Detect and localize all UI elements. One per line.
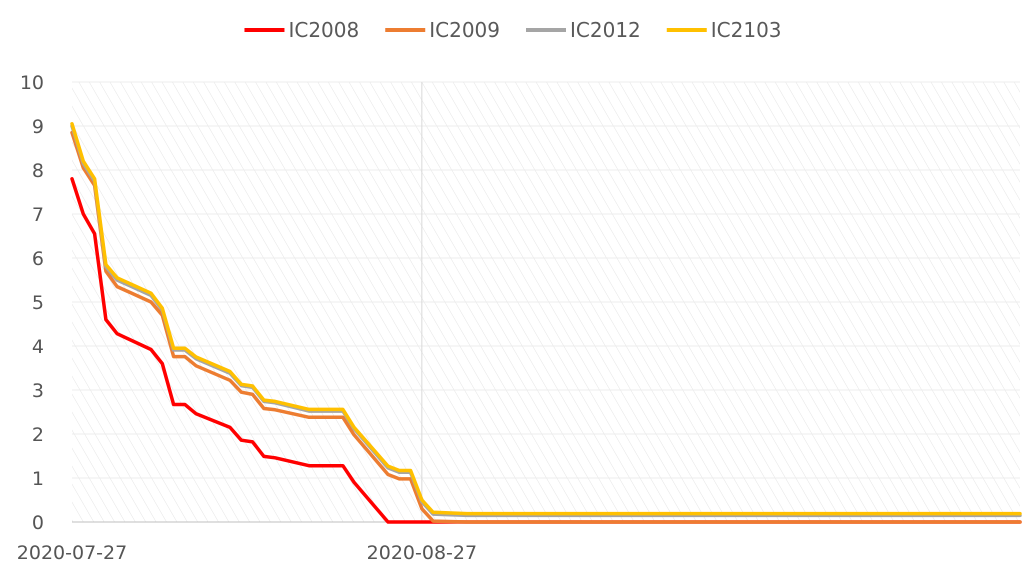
y-tick-label: 1 (32, 468, 44, 490)
y-tick-label: 4 (32, 336, 44, 358)
series-lines (70, 122, 1022, 524)
legend-label: IC2008 (288, 18, 359, 42)
series-line-ic2103 (70, 122, 1022, 516)
x-axis: 2020-07-27 2020-08-27 (17, 542, 477, 564)
legend-item-ic2009: IC2009 (385, 18, 500, 42)
y-tick-label: 0 (32, 512, 44, 534)
y-axis: 0 1 2 3 4 5 6 7 8 9 10 (20, 72, 44, 534)
legend: IC2008 IC2009 IC2012 IC2103 (244, 18, 782, 42)
legend-label: IC2009 (429, 18, 500, 42)
series-line-ic2008 (70, 177, 1022, 524)
y-tick-label: 6 (32, 248, 44, 270)
x-tick-label: 2020-07-27 (17, 542, 127, 564)
legend-label: IC2103 (711, 18, 782, 42)
y-tick-label: 5 (32, 292, 44, 314)
x-tick-label: 2020-08-27 (367, 542, 477, 564)
y-tick-label: 10 (20, 72, 44, 94)
y-tick-label: 3 (32, 380, 44, 402)
legend-item-ic2012: IC2012 (526, 18, 641, 42)
legend-label: IC2012 (570, 18, 641, 42)
gridlines (72, 81, 1020, 479)
y-tick-label: 9 (32, 116, 44, 138)
y-tick-label: 8 (32, 160, 44, 182)
legend-item-ic2008: IC2008 (244, 18, 359, 42)
series-line-ic2009 (70, 130, 1022, 524)
y-tick-label: 7 (32, 204, 44, 226)
legend-item-ic2103: IC2103 (666, 18, 782, 42)
y-tick-label: 2 (32, 424, 44, 446)
